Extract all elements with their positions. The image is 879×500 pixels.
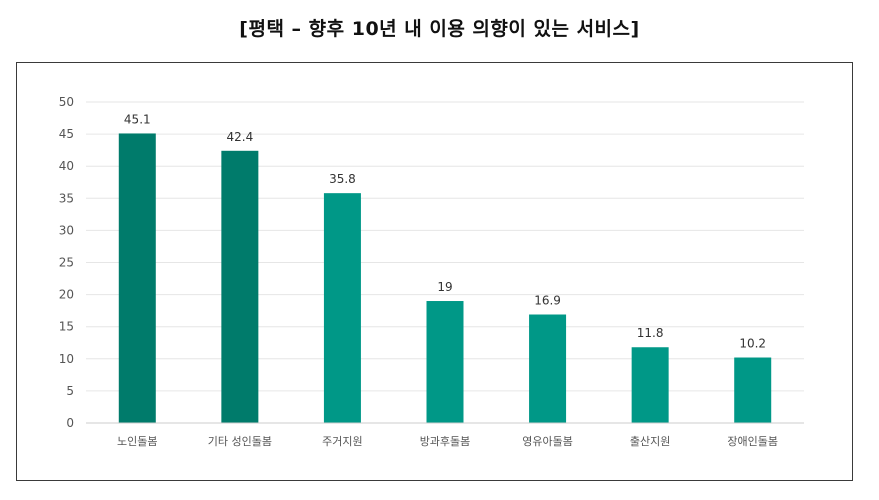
x-tick-label: 출산지원 [630,435,670,448]
bar [221,150,259,423]
bar [323,193,361,423]
y-tick-label: 20 [59,288,74,302]
data-label: 45.1 [124,112,151,126]
bar [529,314,567,423]
bar-chart: 0 5 10 15 20 25 30 35 40 45 50 45.1 노인돌봄 42.4 기타 성인돌봄 3… [59,95,804,448]
y-tick-label: 45 [59,127,74,141]
x-tick-label: 영유아돌봄 [522,435,573,448]
bar [118,133,156,423]
y-tick-label: 40 [59,159,74,173]
y-tick-label: 10 [59,352,74,366]
y-tick-label: 35 [59,191,74,205]
chart-title: [평택 – 향후 10년 내 이용 의향이 있는 서비스] [239,18,640,40]
x-tick-label: 장애인돌봄 [727,435,778,448]
data-label: 19 [437,280,452,294]
data-label: 35.8 [329,172,356,186]
x-tick-label: 주거지원 [322,435,362,448]
y-tick-label: 0 [66,416,74,430]
y-tick-label: 15 [59,320,74,334]
y-tick-label: 25 [59,256,74,270]
x-tick-label: 노인돌봄 [117,435,157,448]
bar [426,301,464,423]
x-tick-label: 방과후돌봄 [420,435,471,448]
chart-frame: 0 5 10 15 20 25 30 35 40 45 50 45.1 노인돌봄 42.4 기타 성인돌봄 3… [16,62,853,481]
y-tick-label: 50 [59,95,74,109]
data-label: 11.8 [637,326,664,340]
y-tick-label: 5 [66,384,74,398]
data-label: 16.9 [534,294,561,308]
bar [734,357,772,423]
data-label: 42.4 [226,130,253,144]
x-tick-label: 기타 성인돌봄 [208,435,272,448]
bar [631,347,669,423]
data-label: 10.2 [739,337,766,351]
y-tick-label: 30 [59,223,74,237]
